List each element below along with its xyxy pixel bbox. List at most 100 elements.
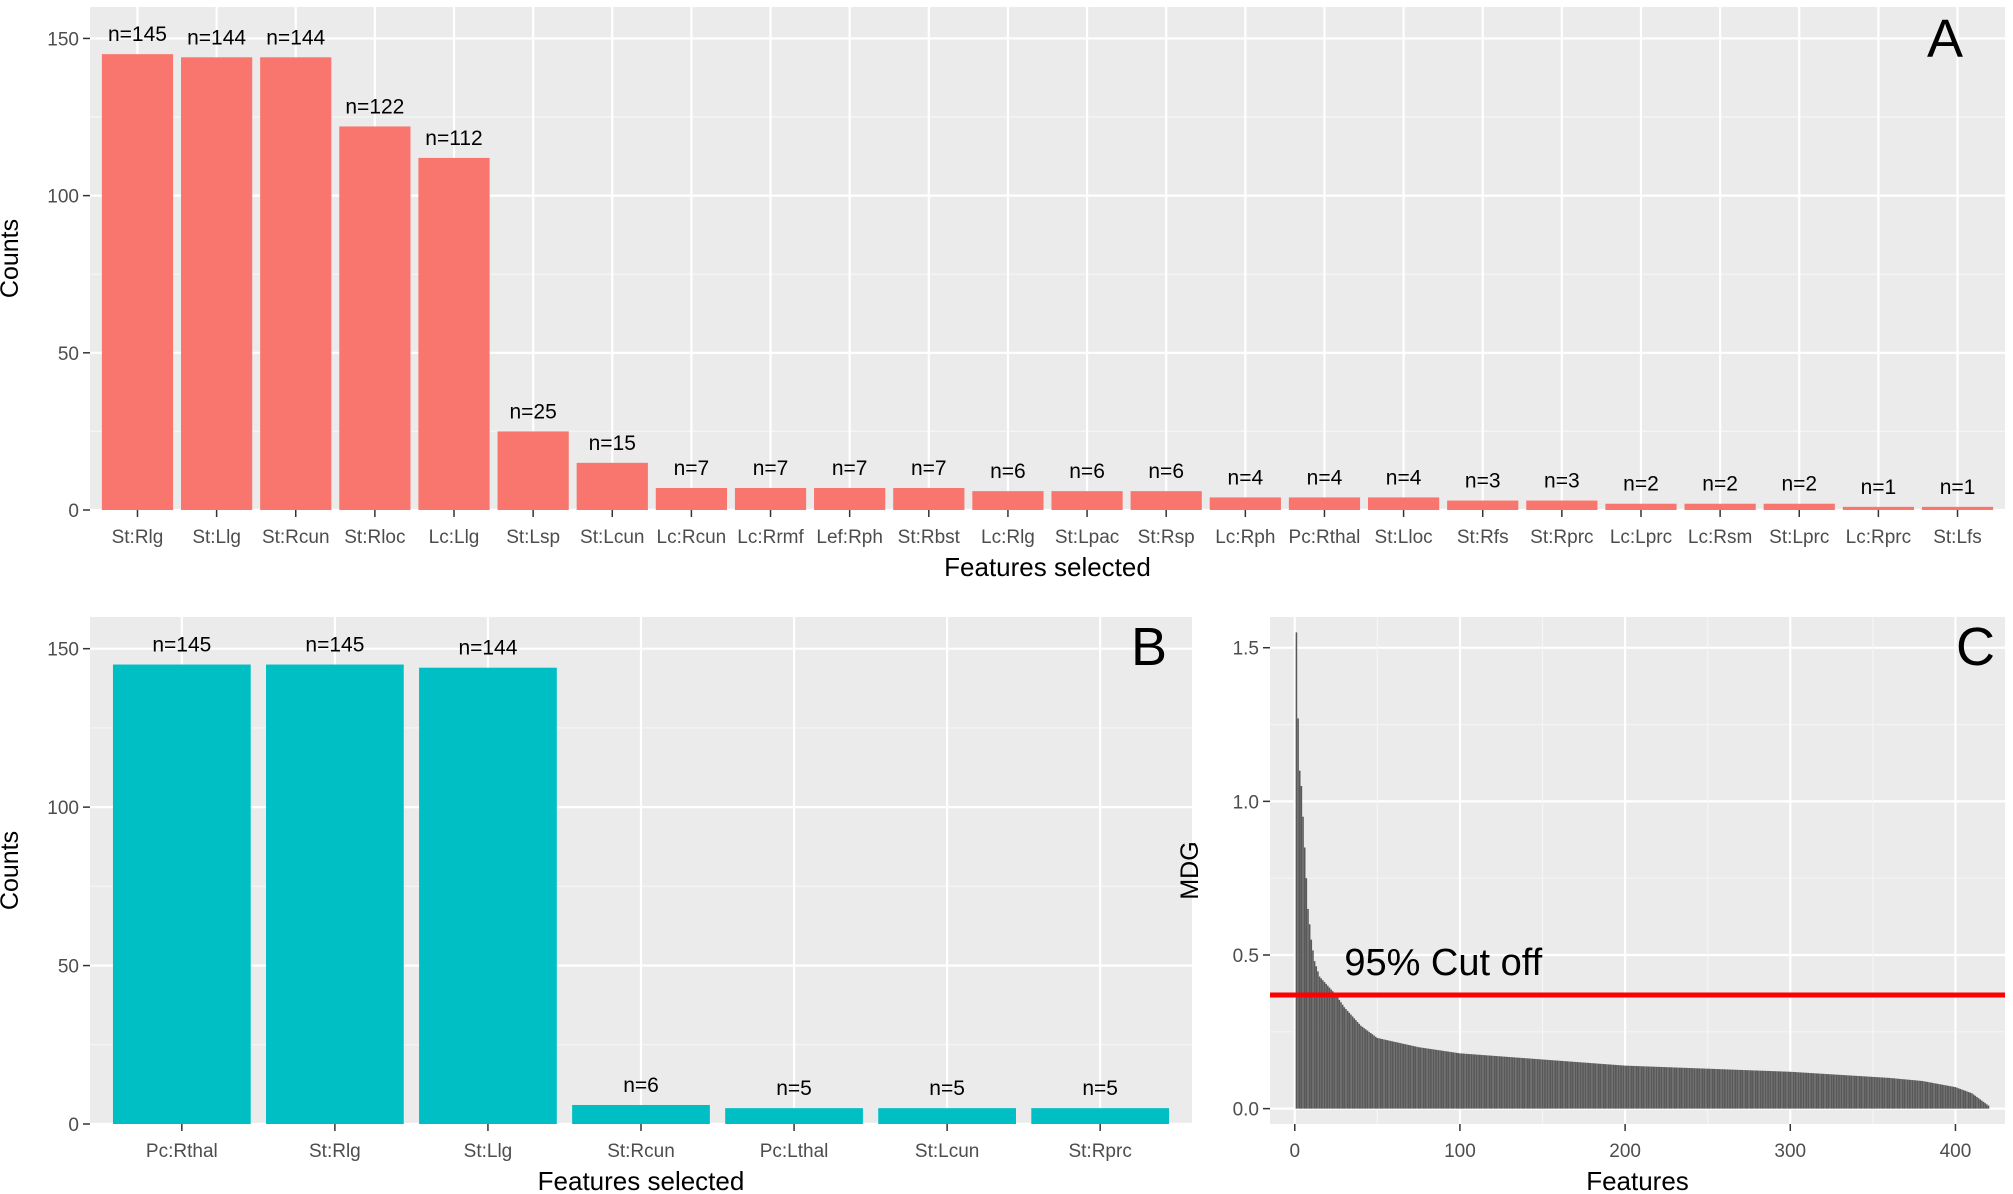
bar xyxy=(1614,1064,1616,1109)
bar xyxy=(1718,1069,1721,1109)
bar xyxy=(1298,770,1301,1109)
bar xyxy=(101,54,174,510)
bar xyxy=(1881,1077,1884,1109)
cutoff-label: 95% Cut off xyxy=(1344,942,1542,984)
bar xyxy=(1777,1071,1780,1109)
bar xyxy=(1515,1057,1517,1109)
bar xyxy=(1320,978,1322,1109)
bar-count-label: n=3 xyxy=(1544,470,1580,493)
bar xyxy=(1561,1060,1564,1109)
bar xyxy=(1858,1076,1861,1109)
bar xyxy=(1865,1076,1868,1109)
panel-label-a: A xyxy=(1927,9,1963,69)
bar xyxy=(1492,1055,1494,1109)
bar xyxy=(1944,1085,1947,1109)
bar xyxy=(1516,1057,1519,1109)
bar xyxy=(1929,1082,1932,1109)
bar xyxy=(1559,1060,1562,1109)
bar xyxy=(1923,1081,1925,1109)
bar xyxy=(1510,1057,1512,1109)
bar xyxy=(1774,1071,1777,1109)
bar xyxy=(1632,1065,1635,1109)
bar xyxy=(1687,1067,1689,1109)
bar xyxy=(1938,1084,1940,1109)
bar xyxy=(1939,1084,1942,1109)
bar xyxy=(1336,997,1339,1109)
bar xyxy=(1447,500,1519,510)
bar xyxy=(1629,1065,1631,1109)
bar xyxy=(1450,1052,1453,1109)
bar xyxy=(1635,1066,1638,1109)
bar xyxy=(1908,1079,1910,1109)
bar xyxy=(1427,1048,1430,1109)
bar-count-label: n=144 xyxy=(266,26,325,49)
bar xyxy=(1490,1055,1493,1109)
bar xyxy=(1578,1062,1580,1109)
panel-label-b: B xyxy=(1131,617,1167,677)
bar xyxy=(1850,1075,1853,1109)
bar xyxy=(1744,1070,1747,1109)
bar xyxy=(1472,1054,1474,1109)
bar xyxy=(1627,1065,1630,1109)
bar xyxy=(1913,1080,1915,1109)
x-tick-label: 400 xyxy=(1940,1141,1972,1162)
bar xyxy=(1688,1068,1691,1109)
bar xyxy=(1350,1014,1352,1109)
bar xyxy=(1926,1081,1929,1109)
bar xyxy=(1483,1055,1486,1109)
bar xyxy=(1538,1059,1541,1109)
bar xyxy=(1302,816,1304,1109)
bar xyxy=(1900,1078,1902,1109)
bar xyxy=(1403,1043,1405,1109)
bar xyxy=(1469,1054,1471,1109)
bar xyxy=(1327,985,1329,1109)
bar xyxy=(1703,1068,1706,1109)
x-axis-title: Features xyxy=(1586,1166,1689,1194)
bar xyxy=(1586,1062,1588,1109)
bar xyxy=(1921,1080,1924,1109)
bar xyxy=(1564,1061,1567,1109)
bar xyxy=(1806,1072,1808,1109)
bar xyxy=(1700,1068,1702,1109)
bar xyxy=(1573,1061,1575,1109)
x-tick-label: 300 xyxy=(1774,1141,1806,1162)
x-tick-label: St:Lprc xyxy=(1769,527,1829,548)
bar xyxy=(419,667,557,1124)
bar xyxy=(1872,1076,1874,1109)
bar xyxy=(1933,1083,1935,1109)
bar xyxy=(1447,1051,1450,1109)
bar xyxy=(1753,1070,1755,1109)
y-tick-label: 150 xyxy=(47,640,79,661)
bar xyxy=(1312,950,1314,1109)
y-tick-label: 0.0 xyxy=(1233,1100,1259,1121)
bar xyxy=(1297,718,1299,1109)
x-tick-label: St:Rcun xyxy=(262,527,330,548)
bar xyxy=(1987,1105,1990,1109)
bar-count-label: n=3 xyxy=(1465,470,1501,493)
x-tick-label: St:Lpac xyxy=(1055,527,1119,548)
bar xyxy=(1725,1069,1727,1109)
bar xyxy=(1655,1066,1658,1109)
bar xyxy=(1809,1072,1811,1109)
bar xyxy=(1667,1067,1669,1109)
bar xyxy=(1331,991,1334,1109)
bar xyxy=(1429,1048,1431,1109)
bar xyxy=(339,126,411,511)
bar xyxy=(1840,1074,1843,1109)
bar xyxy=(1677,1067,1679,1109)
bar xyxy=(1381,1039,1384,1109)
bar xyxy=(1949,1086,1952,1109)
bar xyxy=(1591,1063,1593,1109)
bar-count-label: n=5 xyxy=(1082,1077,1118,1100)
bar xyxy=(1502,1056,1504,1109)
bar xyxy=(1417,1047,1420,1109)
bar xyxy=(1307,908,1309,1109)
bar xyxy=(1885,1077,1887,1109)
bar xyxy=(1540,1059,1542,1109)
bar xyxy=(1568,1061,1570,1109)
x-tick-label: St:Lfs xyxy=(1933,527,1982,548)
bar xyxy=(1768,1070,1770,1109)
bar xyxy=(1891,1078,1894,1109)
bar xyxy=(1545,1059,1547,1109)
x-tick-label: St:Lcun xyxy=(915,1141,979,1162)
